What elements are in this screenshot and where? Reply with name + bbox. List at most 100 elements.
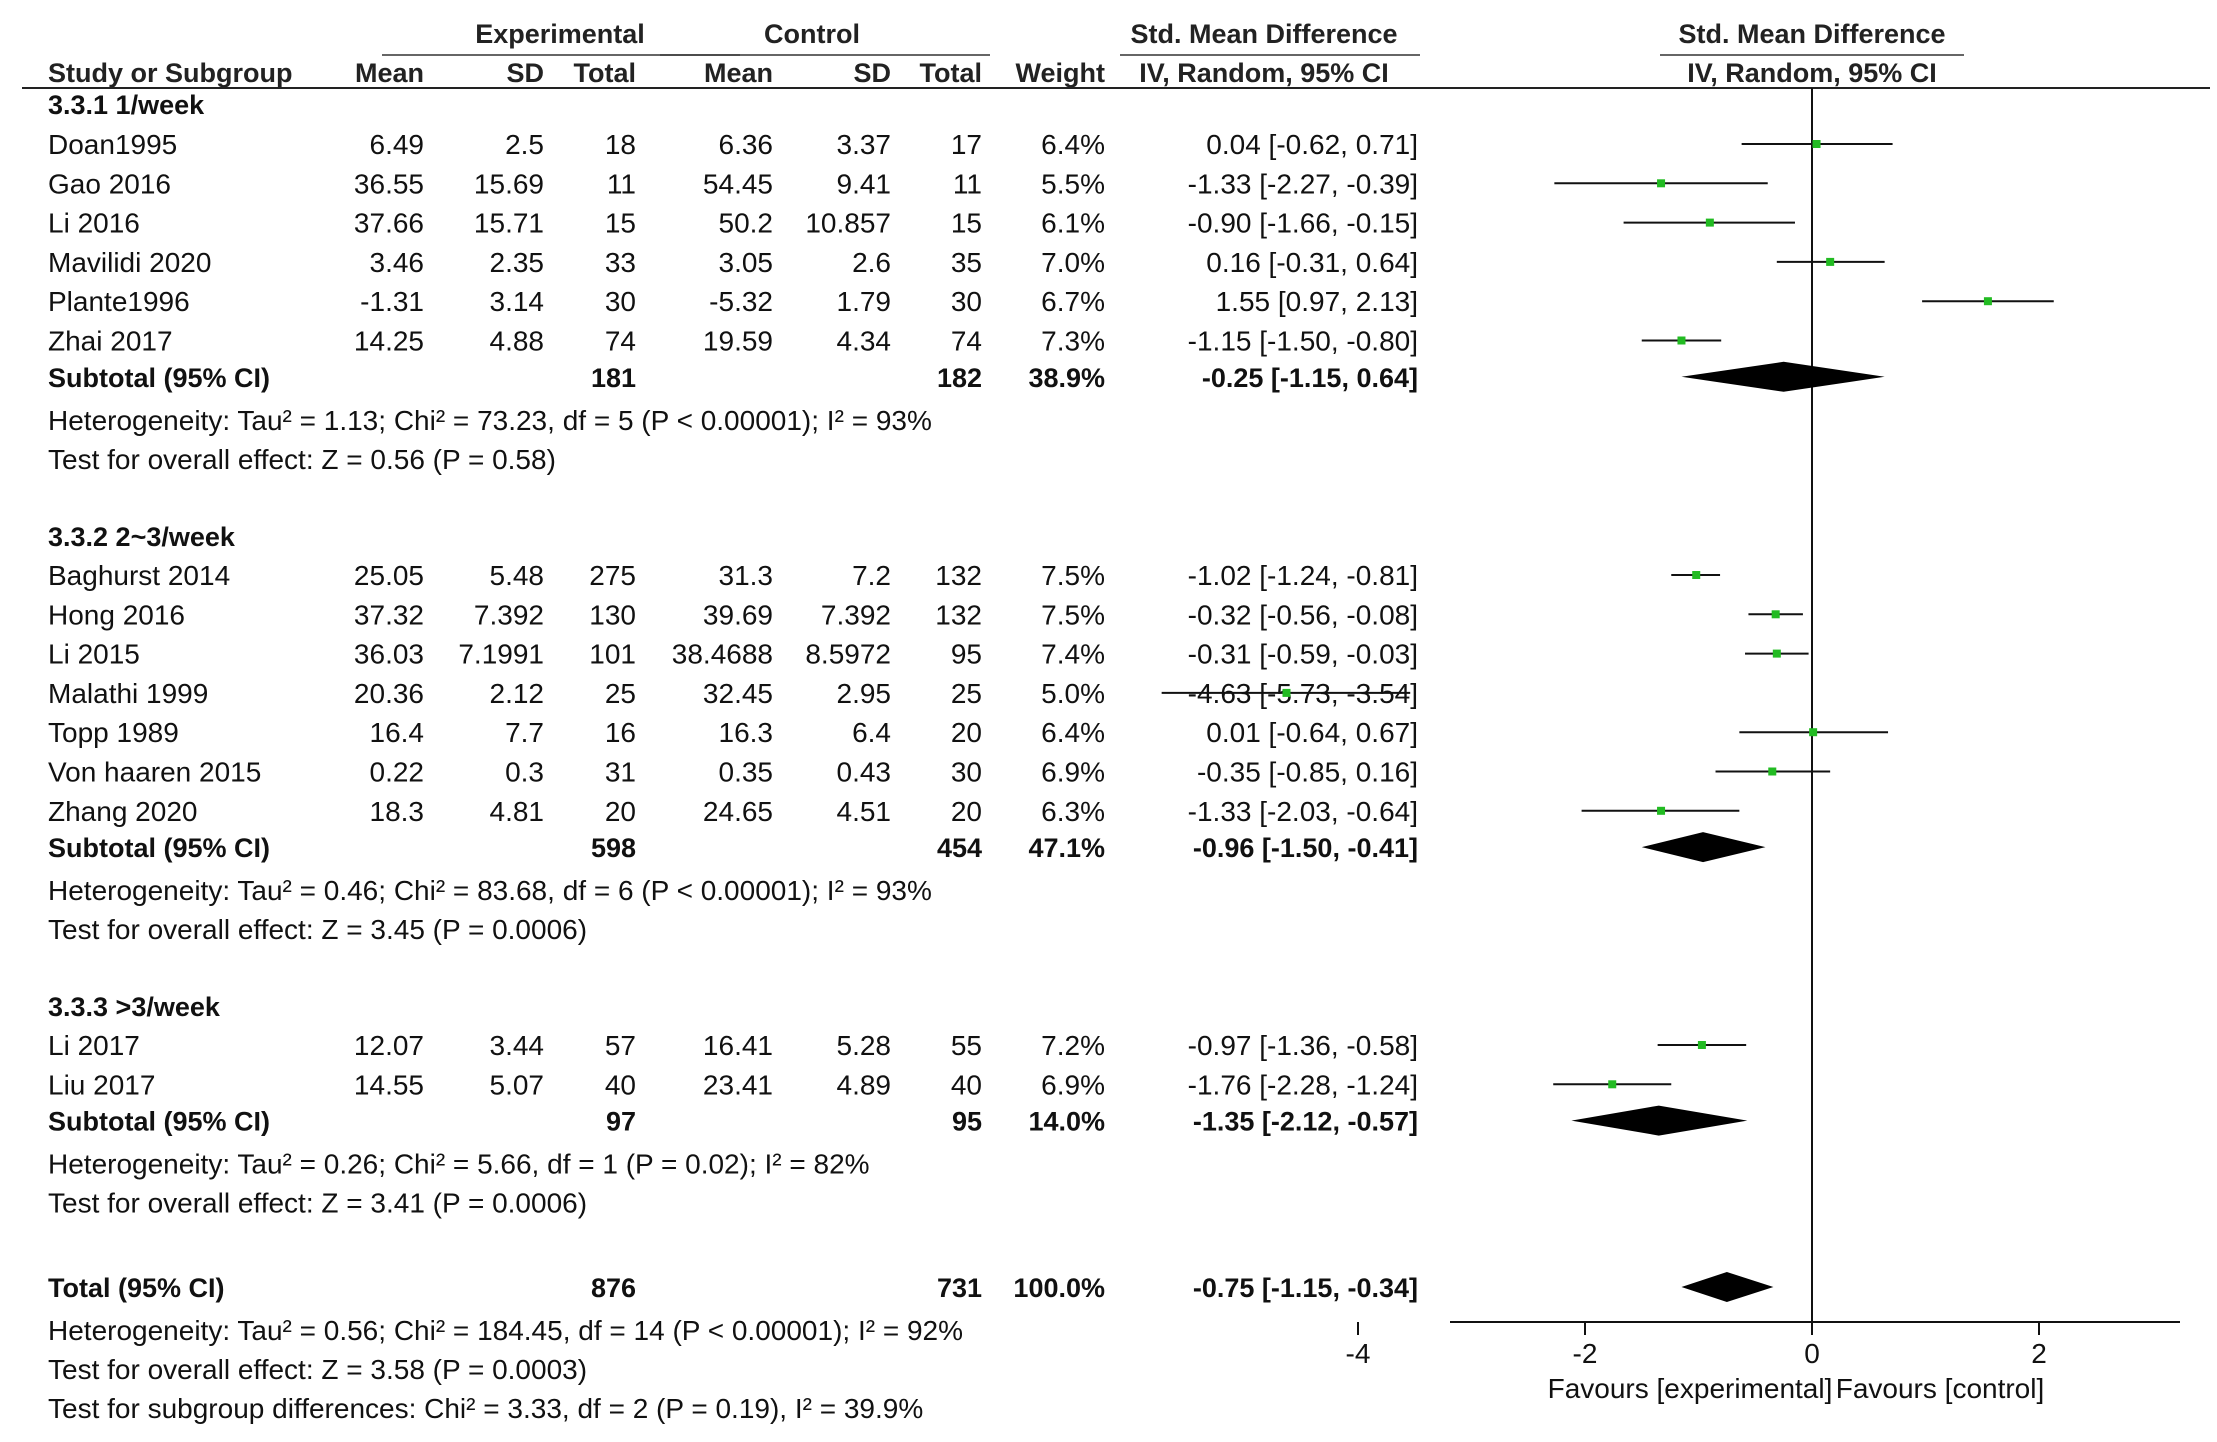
ctrl-sd-cell: 3.37 [837, 129, 892, 160]
header-method-table: IV, Random, 95% CI [1139, 58, 1389, 88]
favours-control-label: Favours [control] [1836, 1373, 2045, 1404]
ctrl-total-cell: 731 [937, 1273, 982, 1303]
weight-cell: 6.1% [1041, 208, 1105, 239]
weight-cell: 6.7% [1041, 286, 1105, 317]
total-label: Total (95% CI) [48, 1273, 225, 1303]
ci-cell: -0.32 [-0.56, -0.08] [1188, 599, 1418, 630]
exp-total-cell: 25 [605, 678, 636, 709]
ctrl-mean-cell: 3.05 [719, 247, 774, 278]
header-smd-table: Std. Mean Difference [1130, 19, 1397, 49]
point-estimate [1983, 297, 1992, 306]
ctrl-sd-cell: 9.41 [837, 168, 892, 199]
exp-sd-cell: 2.12 [490, 678, 545, 709]
header-study: Study or Subgroup [48, 58, 292, 88]
exp-sd-cell: 2.5 [505, 129, 544, 160]
study-name: Zhang 2020 [48, 796, 197, 827]
ctrl-total-cell: 25 [951, 678, 982, 709]
point-estimate [1608, 1080, 1617, 1089]
exp-sd-cell: 7.392 [474, 599, 544, 630]
weight-cell: 38.9% [1028, 363, 1105, 393]
exp-mean-cell: 16.4 [370, 717, 425, 748]
ci-cell: -0.90 [-1.66, -0.15] [1188, 208, 1418, 239]
ci-cell: -0.31 [-0.59, -0.03] [1188, 639, 1418, 670]
ctrl-total-cell: 11 [953, 168, 982, 199]
exp-total-cell: 20 [605, 796, 636, 827]
point-estimate [1697, 1041, 1706, 1049]
x-tick-label: 0 [1804, 1338, 1820, 1369]
header-ctrl-sd: SD [853, 58, 891, 88]
ctrl-sd-cell: 2.6 [852, 247, 891, 278]
ctrl-total-cell: 17 [951, 129, 982, 160]
ctrl-total-cell: 40 [951, 1069, 982, 1100]
study-name: Von haaren 2015 [48, 757, 261, 788]
header-exp-total: Total [574, 58, 637, 88]
ctrl-mean-cell: 23.41 [703, 1069, 773, 1100]
exp-mean-cell: 0.22 [370, 757, 425, 788]
ctrl-sd-cell: 2.95 [837, 678, 892, 709]
exp-total-cell: 74 [605, 326, 636, 357]
ctrl-total-cell: 30 [951, 757, 982, 788]
ctrl-sd-cell: 4.89 [837, 1069, 892, 1100]
subgroup-label: 3.3.3 >3/week [48, 992, 221, 1022]
header-control: Control [764, 19, 860, 49]
ctrl-mean-cell: 54.45 [703, 168, 773, 199]
exp-sd-cell: 3.44 [490, 1030, 545, 1061]
exp-total-cell: 130 [589, 599, 636, 630]
exp-total-cell: 18 [605, 129, 636, 160]
ctrl-mean-cell: 19.59 [703, 326, 773, 357]
point-estimate [1677, 336, 1686, 345]
ci-cell: -0.75 [-1.15, -0.34] [1193, 1273, 1418, 1303]
point-estimate [1692, 571, 1701, 579]
subtotal-label: Subtotal (95% CI) [48, 1107, 270, 1137]
study-name: Topp 1989 [48, 717, 179, 748]
ctrl-mean-cell: 0.35 [719, 757, 774, 788]
exp-mean-cell: 3.46 [370, 247, 425, 278]
study-name: Liu 2017 [48, 1069, 155, 1100]
exp-mean-cell: -1.31 [360, 286, 424, 317]
ctrl-mean-cell: 6.36 [719, 129, 774, 160]
exp-mean-cell: 36.55 [354, 168, 424, 199]
exp-total-cell: 15 [605, 208, 636, 239]
ctrl-total-cell: 132 [935, 599, 982, 630]
study-name: Mavilidi 2020 [48, 247, 211, 278]
overall-effect-text: Test for overall effect: Z = 3.45 (P = 0… [48, 914, 587, 945]
study-name: Li 2016 [48, 208, 140, 239]
ctrl-mean-cell: 39.69 [703, 599, 773, 630]
exp-mean-cell: 14.25 [354, 326, 424, 357]
ctrl-mean-cell: 38.4688 [672, 639, 773, 670]
subtotal-label: Subtotal (95% CI) [48, 363, 270, 393]
ci-cell: -0.96 [-1.50, -0.41] [1193, 833, 1418, 863]
exp-sd-cell: 3.14 [490, 286, 545, 317]
subtotal-diamond [1681, 361, 1885, 392]
ctrl-total-cell: 55 [951, 1030, 982, 1061]
study-name: Baghurst 2014 [48, 560, 230, 591]
point-estimate [1705, 218, 1714, 227]
exp-sd-cell: 4.81 [490, 796, 545, 827]
ctrl-mean-cell: 32.45 [703, 678, 773, 709]
overall-effect-text: Test for overall effect: Z = 3.41 (P = 0… [48, 1188, 587, 1219]
point-estimate [1809, 728, 1818, 737]
ctrl-sd-cell: 10.857 [805, 208, 891, 239]
exp-total-cell: 31 [605, 757, 636, 788]
ctrl-total-cell: 95 [952, 1107, 982, 1137]
ctrl-total-cell: 20 [951, 717, 982, 748]
ctrl-total-cell: 74 [951, 326, 982, 357]
ctrl-sd-cell: 5.28 [837, 1030, 892, 1061]
weight-cell: 6.4% [1041, 717, 1105, 748]
header-ctrl-total: Total [920, 58, 983, 88]
study-name: Li 2017 [48, 1030, 140, 1061]
ctrl-sd-cell: 1.79 [837, 286, 892, 317]
exp-total-cell: 40 [605, 1069, 636, 1100]
point-estimate [1768, 767, 1777, 776]
ctrl-sd-cell: 4.34 [837, 326, 892, 357]
subgroup-label: 3.3.2 2~3/week [48, 522, 236, 552]
point-estimate [1826, 257, 1835, 266]
heterogeneity-text: Heterogeneity: Tau² = 0.26; Chi² = 5.66,… [48, 1149, 870, 1180]
exp-mean-cell: 37.66 [354, 208, 424, 239]
weight-cell: 7.5% [1041, 560, 1105, 591]
ci-cell: -0.35 [-0.85, 0.16] [1197, 757, 1418, 788]
ci-cell: -0.97 [-1.36, -0.58] [1188, 1030, 1418, 1061]
exp-mean-cell: 36.03 [354, 639, 424, 670]
